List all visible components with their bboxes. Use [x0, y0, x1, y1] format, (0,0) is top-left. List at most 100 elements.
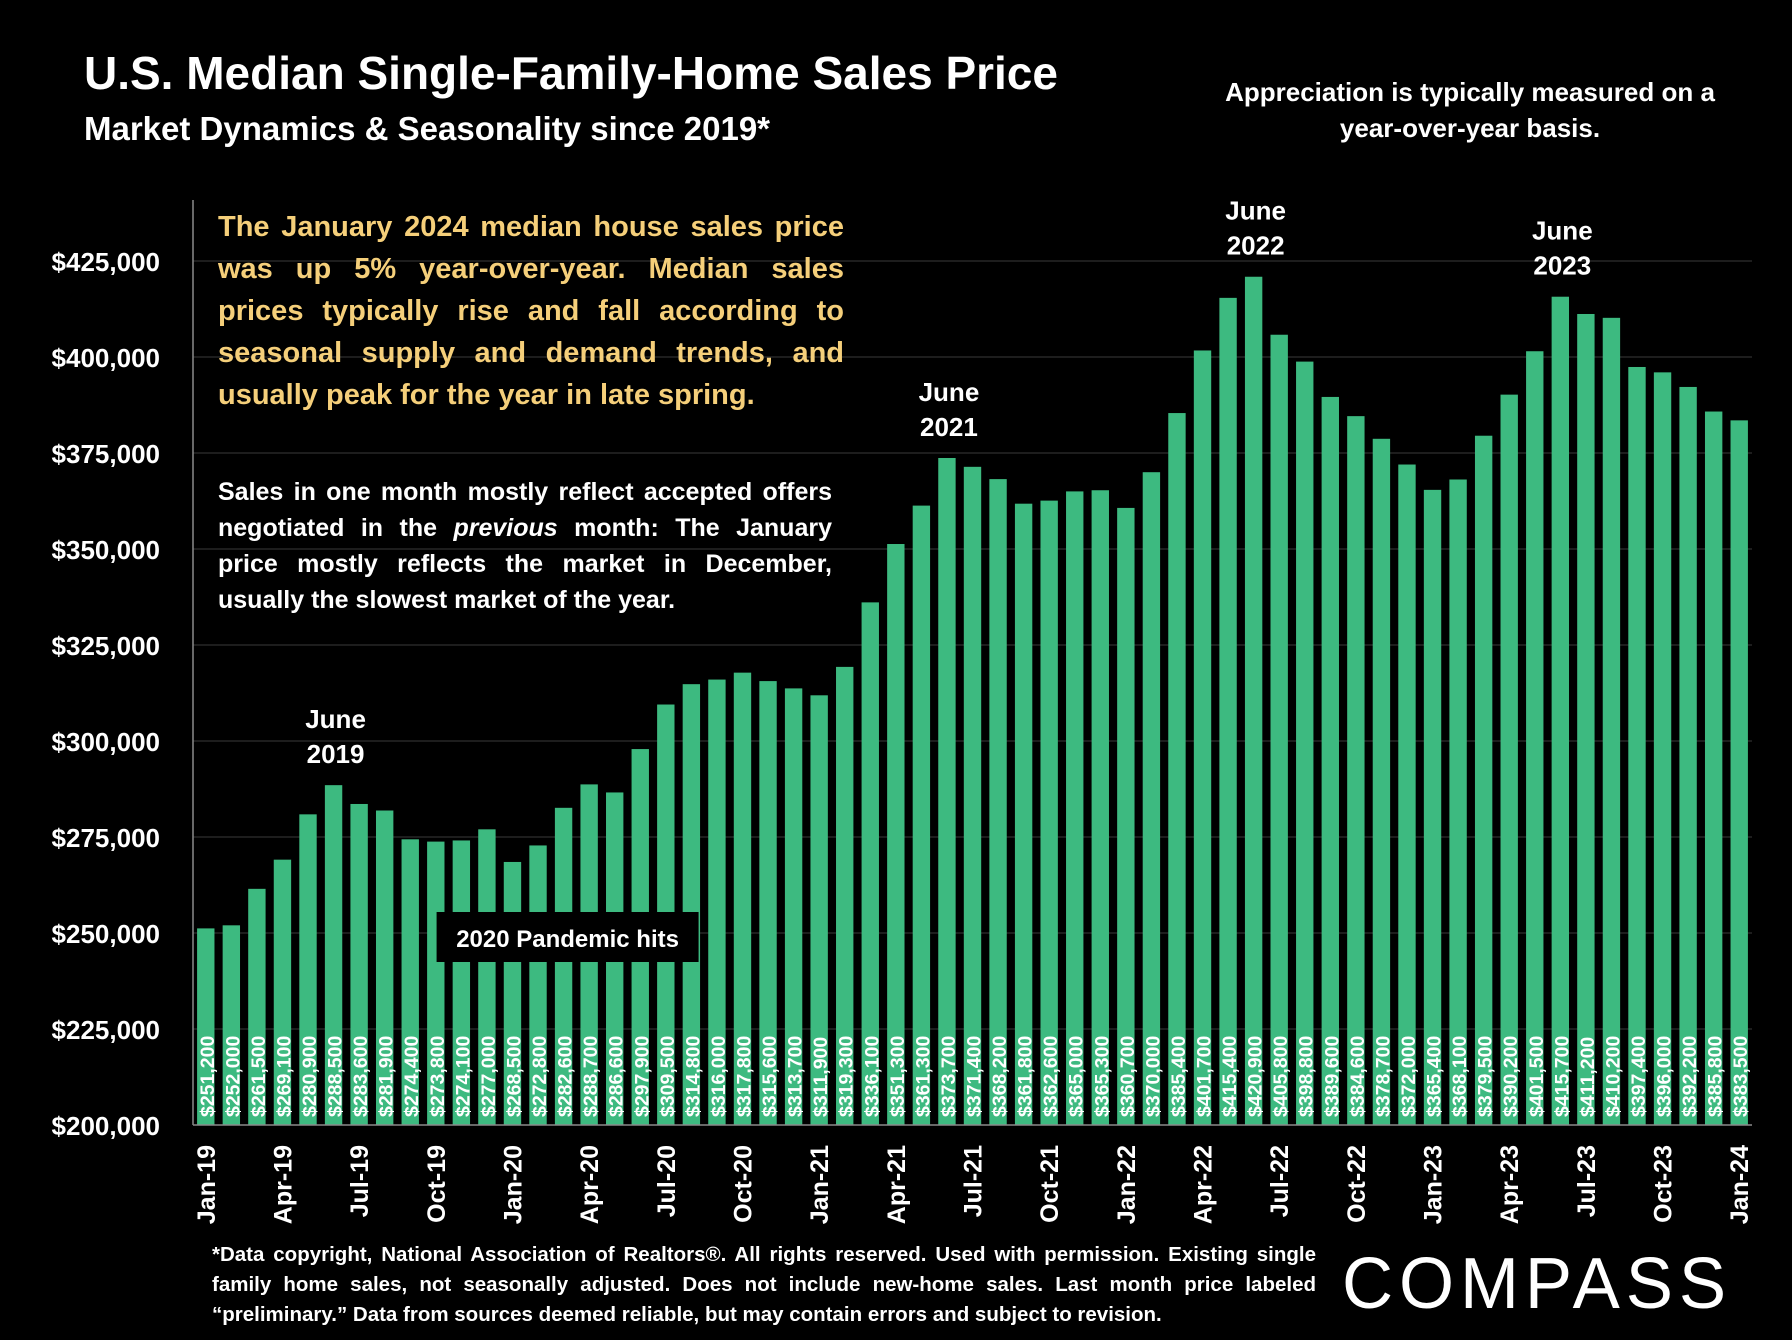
bar-value-label: $420,900 — [1245, 1036, 1267, 1117]
x-tick-label: Oct-23 — [1650, 1145, 1678, 1223]
bar-value-label: $390,200 — [1500, 1036, 1522, 1117]
x-tick-label: Jul-22 — [1266, 1145, 1294, 1217]
bar-value-label: $261,500 — [248, 1036, 270, 1117]
bar-value-label: $365,400 — [1424, 1036, 1446, 1117]
bar — [938, 457, 956, 1125]
bar — [1526, 351, 1544, 1125]
note-part-1: Sales in one month mostly reflect accept… — [218, 478, 832, 542]
x-tick-label: Jul-20 — [653, 1145, 681, 1217]
bar — [861, 602, 879, 1125]
bar — [1602, 317, 1621, 1125]
bar-value-label: $273,800 — [427, 1036, 449, 1117]
bar — [1296, 361, 1314, 1125]
value-labels: $251,200 $252,000 $261,500 $269,100 $280,900… — [197, 196, 1752, 1117]
appreciation-note: Appreciation is typically measured on a … — [1225, 77, 1715, 143]
bar-value-label: $396,000 — [1654, 1036, 1676, 1117]
x-tick-label: Jan-23 — [1420, 1145, 1448, 1224]
bar-value-label: $313,700 — [785, 1036, 807, 1117]
bar-value-label: $411,200 — [1577, 1037, 1599, 1117]
callout-text: The January 2024 median house sales pric… — [218, 211, 844, 411]
y-tick-label: $350,000 — [52, 535, 160, 565]
bar-value-label: $379,500 — [1475, 1036, 1497, 1117]
event-label-box — [436, 912, 699, 962]
bar — [1117, 507, 1135, 1125]
bar — [1168, 413, 1186, 1126]
bar — [1449, 479, 1467, 1126]
bar-value-label: $286,600 — [606, 1036, 628, 1117]
bar-value-label: $283,600 — [350, 1036, 372, 1117]
y-tick-label: $300,000 — [52, 727, 160, 757]
bar-value-label: $389,600 — [1321, 1036, 1343, 1117]
bar — [197, 928, 215, 1125]
bar-value-label: $251,200 — [197, 1036, 219, 1117]
bar — [1423, 489, 1442, 1125]
bar-value-label: $336,100 — [861, 1036, 883, 1117]
x-tick-label: Apr-23 — [1496, 1145, 1524, 1224]
bar — [1142, 472, 1161, 1125]
bar-value-label: $274,100 — [452, 1036, 474, 1117]
bar-value-label: $288,700 — [580, 1036, 602, 1117]
bar — [1628, 366, 1646, 1125]
note-part-2: month: The January price mostly reflects… — [218, 514, 832, 614]
bar — [375, 810, 394, 1125]
x-tick-label: Oct-22 — [1343, 1145, 1371, 1223]
x-tick-label: Apr-20 — [576, 1145, 604, 1224]
bar-value-label: $401,700 — [1194, 1036, 1216, 1117]
bar-value-label: $316,000 — [708, 1036, 730, 1117]
bar — [273, 859, 292, 1125]
y-tick-label: $225,000 — [52, 1015, 160, 1045]
peak-annotation: 2023 — [1533, 251, 1591, 281]
bar — [836, 666, 854, 1125]
y-tick-label: $275,000 — [52, 823, 160, 853]
bar — [222, 925, 241, 1125]
bar — [401, 839, 419, 1125]
bar-value-label: $311,900 — [810, 1037, 832, 1117]
bar — [682, 684, 701, 1125]
bar — [963, 466, 982, 1126]
x-tick-label: Apr-22 — [1190, 1145, 1218, 1224]
compass-logo: COMPASS — [1342, 1244, 1732, 1324]
bar-value-label: $314,800 — [682, 1036, 704, 1117]
x-tick-label: Oct-19 — [423, 1145, 451, 1223]
bar-value-label: $401,500 — [1526, 1036, 1548, 1117]
bar-value-label: $315,600 — [759, 1036, 781, 1117]
bar — [1551, 296, 1570, 1125]
chart-subtitle: Market Dynamics & Seasonality since 2019… — [84, 110, 771, 147]
bar-value-label: $384,600 — [1347, 1036, 1369, 1117]
x-tick-label: Jan-22 — [1113, 1145, 1141, 1224]
x-tick-label: Oct-21 — [1036, 1145, 1064, 1223]
bar-value-label: $274,400 — [401, 1036, 423, 1117]
y-tick-label: $425,000 — [52, 247, 160, 277]
y-tick-label: $200,000 — [52, 1111, 160, 1141]
bar-value-label: $371,400 — [964, 1036, 986, 1117]
bar-value-label: $415,700 — [1551, 1036, 1573, 1117]
bar — [887, 544, 905, 1125]
bar — [1270, 334, 1288, 1125]
bar-value-label: $360,700 — [1117, 1036, 1139, 1117]
bar-value-label: $372,000 — [1398, 1036, 1420, 1117]
bar — [1372, 438, 1391, 1125]
seasonality-note: Sales in one month mostly reflect accept… — [218, 474, 832, 618]
axes: $200,000 $225,000 $250,000 $275,000 $300,000… — [52, 200, 1754, 1224]
bar — [733, 672, 752, 1125]
bar-value-label: $288,500 — [325, 1036, 347, 1117]
bar — [452, 840, 471, 1125]
bar-value-label: $378,700 — [1372, 1036, 1394, 1117]
bar — [1398, 464, 1416, 1125]
bar-value-label: $405,800 — [1270, 1036, 1292, 1117]
x-tick-label: Jul-21 — [960, 1145, 988, 1217]
peak-annotation: June — [919, 377, 980, 407]
bar-value-label: $282,600 — [555, 1036, 577, 1117]
bar — [1066, 491, 1084, 1125]
bar — [1347, 416, 1365, 1125]
x-tick-label: Apr-19 — [269, 1145, 297, 1224]
bar-value-label: $281,900 — [376, 1036, 398, 1117]
x-tick-label: Jan-24 — [1726, 1145, 1754, 1224]
bar-value-label: $365,000 — [1066, 1036, 1088, 1117]
bar — [1730, 420, 1748, 1125]
peak-annotation: June — [1532, 216, 1593, 246]
bar-value-label: $365,300 — [1091, 1036, 1113, 1117]
bar-value-label: $383,500 — [1730, 1036, 1752, 1117]
bar — [1219, 297, 1237, 1125]
logo-text: COMPASS — [1342, 1244, 1732, 1324]
